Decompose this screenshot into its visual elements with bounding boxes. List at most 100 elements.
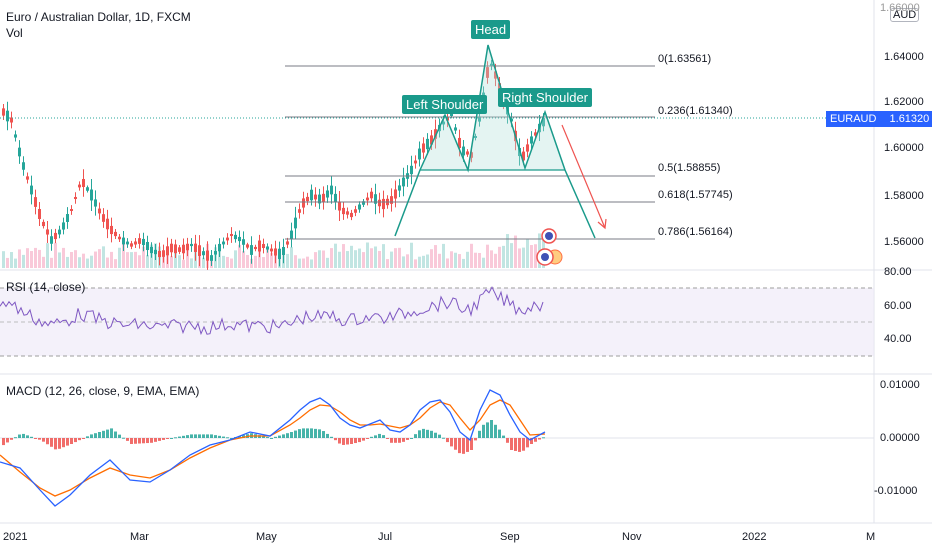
macd-histogram-bar (422, 428, 425, 438)
candle-body (226, 237, 229, 241)
volume-bar (318, 250, 321, 268)
candle-body (330, 185, 333, 195)
currency-button[interactable]: AUD (890, 8, 920, 22)
volume-bar (10, 252, 13, 268)
pattern-fill (420, 45, 565, 170)
volume-bar (314, 252, 317, 268)
candle-body (114, 231, 117, 237)
candle-body (414, 160, 417, 164)
candle-body (18, 147, 21, 157)
macd-histogram-bar (26, 435, 29, 438)
candle-body (378, 199, 381, 207)
candle-body (134, 241, 137, 245)
candle-body (118, 236, 121, 240)
macd-histogram-bar (98, 432, 101, 438)
volume-bar (94, 251, 97, 268)
macd-histogram-bar (474, 438, 477, 441)
macd-histogram-bar (126, 438, 129, 441)
volume-bar (382, 244, 385, 268)
macd-histogram-bar (506, 438, 509, 443)
candle-body (458, 137, 461, 149)
volume-bar (170, 256, 173, 268)
candle-body (274, 248, 277, 256)
candle-body (338, 201, 341, 211)
macd-histogram-bar (430, 430, 433, 438)
fib-level-0: 0(1.63561) (658, 53, 712, 65)
macd-histogram-bar (78, 438, 81, 441)
candle-body (326, 190, 329, 198)
macd-histogram-bar (434, 432, 437, 438)
volume-bar (358, 248, 361, 268)
macd-histogram-bar (398, 438, 401, 443)
candle-body (398, 185, 401, 191)
volume-bar (306, 256, 309, 268)
macd-histogram-bar (158, 438, 161, 441)
symbol-tag-name: EURAUD (830, 113, 877, 125)
macd-histogram-bar (182, 435, 185, 438)
macd-histogram-bar (486, 422, 489, 438)
candle-body (166, 246, 169, 256)
candle-body (218, 243, 221, 252)
macd-histogram-bar (310, 428, 313, 438)
candle-body (50, 236, 53, 244)
volume-bar (58, 252, 61, 268)
macd-histogram-bar (330, 436, 333, 438)
candle-body (194, 243, 197, 252)
macd-histogram-bar (406, 438, 409, 440)
macd-histogram-bar (442, 437, 445, 439)
volume-bar (66, 256, 69, 268)
candle-body (426, 138, 429, 150)
macd-histogram-bar (114, 431, 117, 438)
volume-bar (230, 258, 233, 268)
volume-bar (362, 252, 365, 268)
volume-bar (462, 258, 465, 268)
volume-bar (502, 245, 505, 268)
macd-histogram-bar (318, 429, 321, 438)
macd-histogram-bar (74, 438, 77, 443)
macd-histogram-bar (186, 435, 189, 438)
macd-histogram-bar (338, 438, 341, 444)
macd-histogram-bar (66, 438, 69, 446)
macd-histogram-bar (190, 434, 193, 438)
macd-histogram-bar (2, 438, 5, 446)
candle-body (62, 222, 65, 230)
candle-body (362, 201, 365, 205)
macd-histogram-bar (50, 438, 53, 447)
macd-histogram-bar (202, 434, 205, 438)
candle-body (122, 237, 125, 245)
macd-histogram-bar (490, 420, 493, 438)
volume-bar (222, 255, 225, 268)
volume-bar (366, 242, 369, 268)
macd-histogram-bar (510, 438, 513, 450)
candle-body (58, 229, 61, 235)
chart-title: Euro / Australian Dollar, 1D, FXCM (6, 10, 191, 24)
price-tick: 1.64000 (884, 51, 924, 63)
macd-histogram-bar (46, 438, 49, 445)
candle-body (146, 241, 149, 251)
volume-bar (70, 251, 73, 268)
macd-histogram-bar (206, 434, 209, 438)
candle-body (2, 108, 5, 116)
volume-bar (534, 244, 537, 268)
volume-bar (142, 246, 145, 268)
macd-histogram-bar (134, 438, 137, 444)
symbol-tag-price: 1.61320 (889, 113, 930, 125)
macd-histogram-bar (70, 438, 73, 444)
rsi-tick: 60.00 (884, 300, 912, 312)
candle-body (402, 177, 405, 187)
volume-bar (118, 247, 121, 268)
candle-body (290, 230, 293, 240)
volume-bar (134, 251, 137, 268)
candle-body (434, 129, 437, 139)
candle-body (454, 127, 457, 131)
volume-bar (54, 242, 57, 268)
macd-histogram-bar (502, 435, 505, 438)
candle-body (142, 238, 145, 246)
macd-histogram-bar (358, 438, 361, 443)
macd-histogram-bar (382, 435, 385, 438)
candle-body (462, 146, 465, 156)
candle-body (374, 194, 377, 204)
macd-histogram-bar (22, 433, 25, 438)
